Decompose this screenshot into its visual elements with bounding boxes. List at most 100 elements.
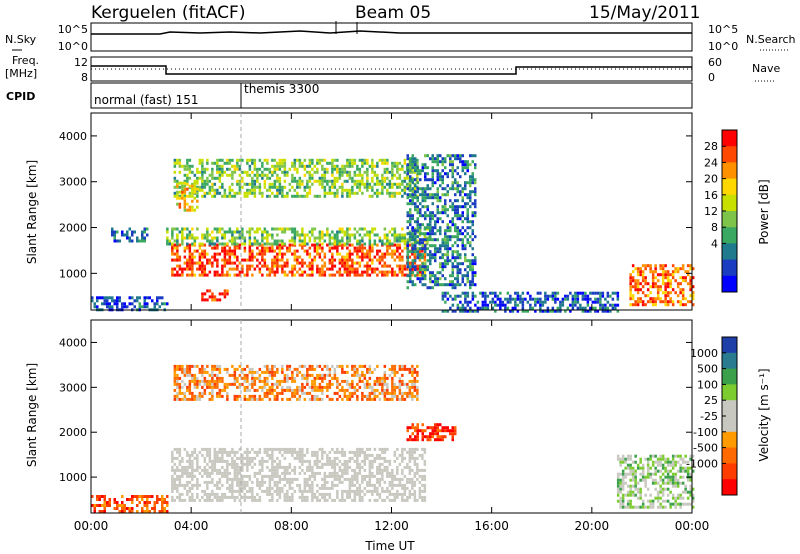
echo-cell	[176, 273, 179, 277]
echo-cell	[233, 471, 237, 475]
echo-cell	[419, 172, 422, 176]
echo-cell	[293, 249, 297, 253]
echo-cell	[616, 454, 620, 458]
echo-cell	[271, 391, 274, 395]
echo-cell	[333, 176, 337, 180]
echo-cell	[386, 191, 389, 195]
echo-cell	[266, 267, 269, 271]
echo-cell	[211, 465, 214, 469]
echo-cell	[336, 252, 339, 256]
echo-cell	[198, 158, 202, 162]
echo-cell	[311, 397, 314, 401]
echo-cell	[173, 462, 177, 466]
echo-cell	[529, 303, 532, 307]
echo-cell	[444, 309, 447, 313]
echo-cell	[131, 230, 134, 234]
echo-cell	[273, 471, 277, 475]
echo-cell	[231, 486, 234, 490]
echo-cell	[676, 294, 680, 298]
echo-cell	[351, 450, 354, 454]
echo-cell	[373, 394, 377, 398]
echo-cell	[98, 296, 101, 300]
echo-cell	[276, 489, 279, 493]
echo-cell	[171, 273, 174, 277]
echo-cell	[246, 388, 249, 392]
echo-cell	[441, 220, 444, 224]
echo-cell	[188, 391, 192, 395]
echo-cell	[416, 277, 419, 281]
echo-cell	[233, 453, 237, 457]
echo-cell	[646, 294, 650, 298]
echo-cell	[251, 489, 254, 493]
echo-cell	[449, 432, 452, 436]
echo-cell	[251, 161, 254, 165]
echo-cell	[406, 385, 409, 389]
echo-cell	[401, 164, 404, 168]
echo-cell	[173, 477, 177, 481]
echo-cell	[681, 279, 685, 283]
echo-cell	[276, 261, 279, 265]
echo-cell	[358, 373, 362, 377]
echo-cell	[273, 489, 277, 493]
echo-cell	[409, 214, 412, 218]
echo-cell	[454, 294, 457, 298]
echo-cell	[388, 483, 392, 487]
echo-cell	[176, 242, 179, 246]
echo-cell	[346, 239, 349, 243]
echo-cell	[398, 477, 402, 481]
echo-cell	[366, 161, 369, 165]
echo-cell	[313, 459, 317, 463]
echo-cell	[126, 236, 129, 240]
echo-cell	[241, 170, 244, 174]
echo-cell	[303, 239, 307, 243]
echo-cell	[471, 259, 474, 263]
echo-cell	[256, 239, 259, 243]
echo-cell	[196, 191, 199, 195]
echo-cell	[308, 261, 312, 265]
echo-cell	[659, 285, 662, 289]
echo-cell	[353, 388, 357, 392]
echo-cell	[113, 239, 116, 243]
echo-cell	[594, 300, 597, 304]
echo-cell	[248, 370, 252, 374]
echo-cell	[431, 217, 434, 221]
echo-cell	[343, 459, 347, 463]
echo-cell	[363, 270, 367, 274]
echo-cell	[226, 468, 229, 472]
echo-cell	[656, 297, 660, 301]
echo-cell	[191, 267, 194, 271]
echo-cell	[268, 468, 272, 472]
echo-cell	[203, 170, 207, 174]
echo-cell	[281, 191, 284, 195]
echo-cell	[338, 480, 342, 484]
echo-cell	[113, 236, 116, 240]
echo-cell	[426, 236, 429, 240]
echo-cell	[408, 170, 412, 174]
echo-cell	[213, 367, 217, 371]
echo-cell	[469, 286, 472, 290]
echo-cell	[173, 161, 177, 165]
echo-cell	[321, 258, 324, 262]
echo-cell	[301, 270, 304, 274]
echo-cell	[301, 489, 304, 493]
echo-cell	[393, 391, 397, 395]
echo-cell	[371, 388, 374, 392]
echo-cell	[176, 270, 179, 274]
echo-cell	[411, 468, 414, 472]
echo-cell	[248, 233, 252, 237]
echo-cell	[411, 262, 414, 266]
echo-cell	[669, 291, 672, 295]
echo-cell	[378, 483, 382, 487]
echo-cell	[231, 233, 234, 237]
echo-cell	[601, 303, 605, 307]
echo-cell	[226, 486, 229, 490]
echo-cell	[684, 303, 687, 307]
echo-cell	[323, 450, 327, 454]
echo-cell	[218, 252, 222, 256]
echo-cell	[631, 264, 635, 268]
echo-cell	[444, 232, 447, 236]
echo-cell	[231, 230, 234, 234]
echo-cell	[436, 196, 439, 200]
echo-cell	[609, 309, 612, 313]
echo-cell	[271, 233, 274, 237]
